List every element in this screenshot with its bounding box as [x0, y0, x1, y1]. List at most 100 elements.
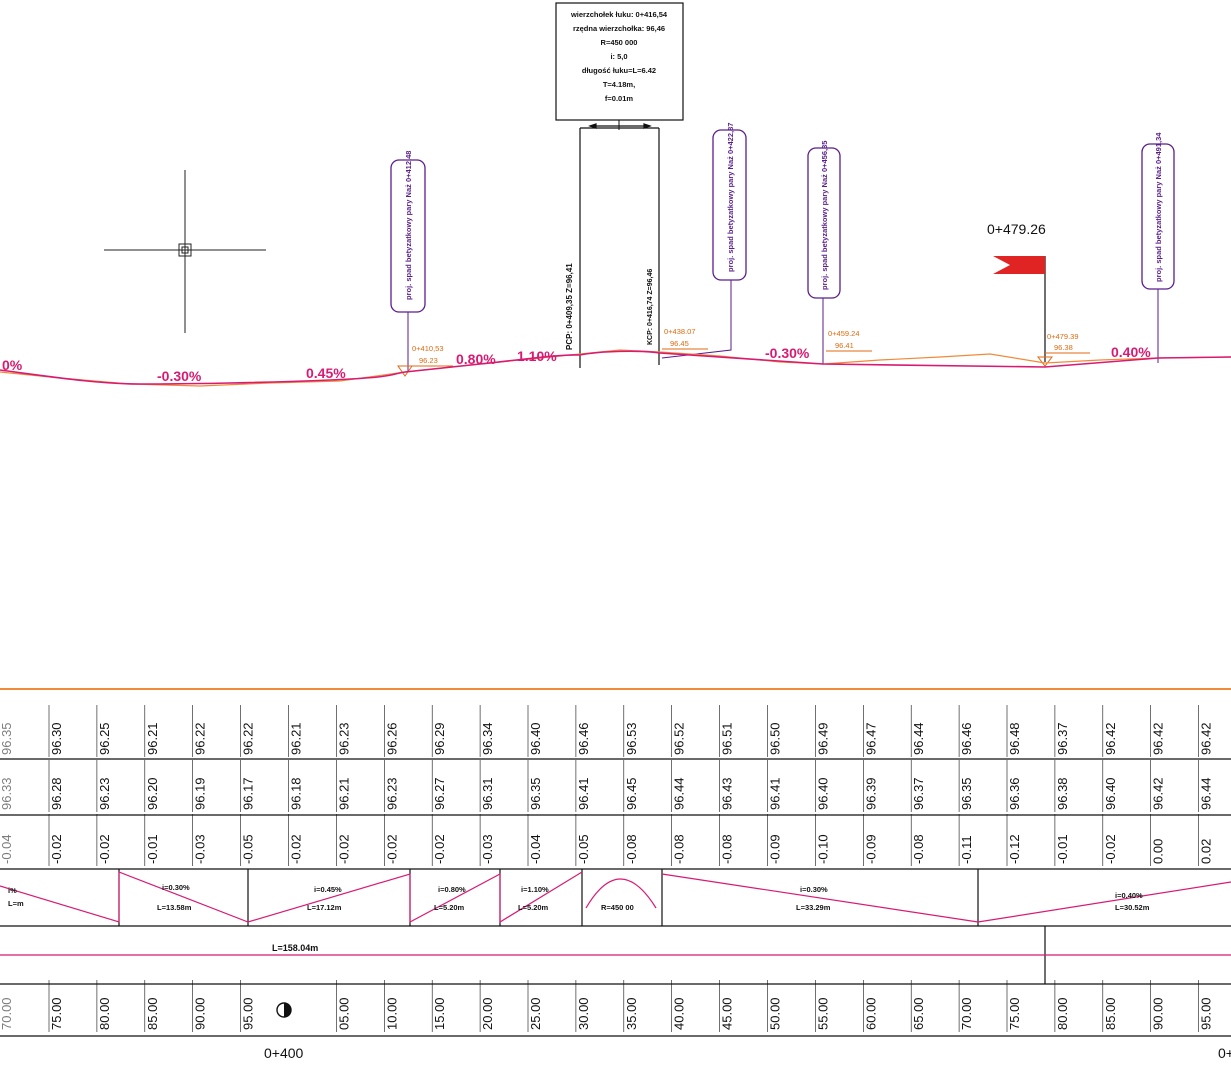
terrain-elevation-value: 96.45 — [624, 777, 639, 810]
difference-value: -0.03 — [480, 834, 495, 864]
callout-marker: proj. spad betyzatkowy pary Naż 0+456,35 — [807, 141, 841, 364]
design-elevation-value: 96.37 — [1055, 722, 1070, 755]
curve-info-line: długość łuku=L=6.42 — [582, 66, 656, 75]
station-value: 45.00 — [720, 997, 735, 1030]
design-elevation-value: 96.49 — [815, 722, 830, 755]
difference-value: -0.03 — [193, 834, 208, 864]
grade-label: 0% — [2, 357, 23, 373]
grade-bottom: L=5.20m — [434, 903, 465, 912]
pcp-label: PCP: 0+409,35 Z=96,41 — [565, 263, 574, 350]
point-elev: 96.41 — [835, 341, 854, 350]
grade-bottom: L=17.12m — [307, 903, 342, 912]
point-elev: 96.23 — [419, 356, 438, 365]
grade-top: i=0.80% — [438, 885, 466, 894]
difference-value: -0.08 — [672, 834, 687, 864]
terrain-elevation-value: 96.37 — [911, 777, 926, 810]
station-value: 90.00 — [1151, 997, 1166, 1030]
half-circle-marker-icon — [276, 1002, 292, 1018]
point-station: 0+438.07 — [664, 327, 696, 336]
station-value: 80.00 — [1055, 997, 1070, 1030]
difference-value: -0.11 — [959, 835, 974, 864]
kcp-label: KCP: 0+416,74 Z=96,46 — [647, 269, 654, 345]
length-label: L=158.04m — [272, 943, 318, 953]
callout-text: proj. spad betyzatkowy pary Naż 0+422,87 — [726, 123, 735, 272]
station-value: 75.00 — [49, 997, 64, 1030]
station-value: 90.00 — [193, 997, 208, 1030]
design-elevation-value: 96.29 — [432, 722, 447, 755]
terrain-elevation-value: 96.36 — [1007, 777, 1022, 810]
difference-value: -0.02 — [97, 834, 112, 864]
point-elev: 96.45 — [670, 339, 689, 348]
grade-label: -0.30% — [157, 368, 202, 384]
terrain-elevation-value: 96.44 — [672, 777, 687, 810]
point-station: 0+459.24 — [828, 329, 860, 338]
difference-value: -0.02 — [384, 834, 399, 864]
grade-top: i=0.30% — [800, 885, 828, 894]
design-elevation-value: 96.50 — [768, 722, 783, 755]
station-value: 80.00 — [97, 997, 112, 1030]
terrain-elevation-value: 96.19 — [193, 777, 208, 810]
curve-info-line: wierzchołek łuku: 0+416,54 — [570, 10, 668, 19]
table-grid — [0, 758, 1231, 1037]
terrain-elevation-value: 96.35 — [528, 777, 543, 810]
difference-value: -0.01 — [145, 834, 160, 864]
point-elev: 96.38 — [1054, 343, 1073, 352]
difference-value: -0.02 — [336, 834, 351, 864]
terrain-elevation-value: 96.23 — [97, 777, 112, 810]
grade-bottom: L=5.20m — [518, 903, 549, 912]
grade-bottom: L=30.52m — [1115, 903, 1150, 912]
design-elevation-value: 96.51 — [720, 722, 735, 755]
station-value: 25.00 — [528, 997, 543, 1030]
grade-bottom: L=m — [8, 899, 24, 908]
design-elevation-value: 96.53 — [624, 722, 639, 755]
design-elevation-value: 96.22 — [241, 722, 256, 755]
grade-bottom: L=33.29m — [796, 903, 831, 912]
design-elevation-value: 96.23 — [336, 722, 351, 755]
station-value: 40.00 — [672, 997, 687, 1030]
grade-top: i=0.30% — [162, 883, 190, 892]
difference-value: -0.02 — [432, 834, 447, 864]
design-elevation-value: 96.40 — [528, 722, 543, 755]
flag-marker-icon — [993, 256, 1046, 362]
terrain-elevation-value: 96.20 — [145, 777, 160, 810]
station-value: 35.00 — [624, 997, 639, 1030]
terrain-elevation-value: 96.31 — [480, 777, 495, 810]
callout-text: proj. spad betyzatkowy pary Naż 0+456,35 — [820, 141, 829, 290]
point-label: 0+459.24 96.41 — [826, 329, 872, 352]
row1-cut-value: 96.35 — [0, 722, 14, 755]
vertical-curve-bracket — [579, 123, 660, 368]
station-value: 30.00 — [576, 997, 591, 1030]
difference-value: -0.02 — [1103, 834, 1118, 864]
row2-cut-value: 96.33 — [0, 777, 14, 810]
curve-info-line: f=0.01m — [605, 94, 633, 103]
terrain-elevation-value: 96.23 — [384, 777, 399, 810]
terrain-elevation-value: 96.42 — [1151, 777, 1166, 810]
difference-value: -0.02 — [289, 834, 304, 864]
station-value: 95.00 — [1199, 997, 1214, 1030]
row3-cut-value: -0.04 — [0, 834, 14, 864]
grade-top: R=450 00 — [601, 903, 634, 912]
station-value: 75.00 — [1007, 997, 1022, 1030]
station-value: 05.00 — [336, 997, 351, 1030]
design-elevation-value: 96.48 — [1007, 722, 1022, 755]
design-elevation-value: 96.21 — [145, 722, 160, 755]
terrain-elevation-value: 96.21 — [336, 777, 351, 810]
curve-info-line: rzędna wierzchołka: 96,46 — [573, 24, 665, 33]
grade-top: i% — [8, 886, 17, 895]
terrain-elevation-value: 96.39 — [863, 777, 878, 810]
grade-diagram — [0, 871, 1231, 956]
difference-value: -0.05 — [576, 834, 591, 864]
design-elevation-value: 96.21 — [289, 722, 304, 755]
difference-value: -0.08 — [720, 834, 735, 864]
difference-value: -0.09 — [863, 834, 878, 864]
difference-value: -0.02 — [49, 834, 64, 864]
design-elevation-value: 96.25 — [97, 722, 112, 755]
station-value: 20.00 — [480, 997, 495, 1030]
grade-label: 1.10% — [517, 348, 557, 364]
difference-value: -0.04 — [528, 834, 543, 864]
design-elevation-value: 96.52 — [672, 722, 687, 755]
crosshair-cursor-icon — [104, 170, 266, 333]
difference-value: 0.02 — [1199, 839, 1214, 864]
station-value: 10.00 — [384, 997, 399, 1030]
